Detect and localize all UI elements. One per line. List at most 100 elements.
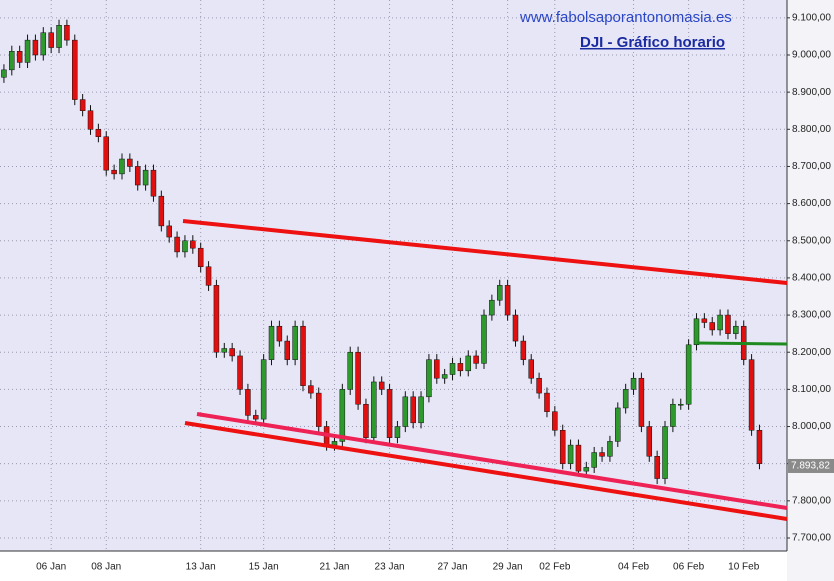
candle-body xyxy=(32,39,39,56)
candle-body xyxy=(103,136,109,171)
candle-body xyxy=(111,169,117,175)
y-tick-label: 9.000,00 xyxy=(792,50,831,61)
candle-body xyxy=(134,166,141,186)
candle-body xyxy=(16,51,23,63)
candle-body xyxy=(245,389,251,416)
candle-body xyxy=(418,396,424,424)
candle-body xyxy=(308,385,314,394)
candle-body xyxy=(638,377,645,427)
candle-body xyxy=(575,444,582,472)
candle-body xyxy=(536,377,542,394)
y-tick-label: 8.200,00 xyxy=(792,347,831,358)
candle-body xyxy=(457,363,464,372)
y-tick-label: 7.700,00 xyxy=(792,533,831,544)
candle-body xyxy=(441,374,448,379)
site-label: www.fabolsaporantonomasia.es xyxy=(519,9,732,26)
x-tick-label: 29 Jan xyxy=(493,562,523,573)
candle-body xyxy=(355,351,361,405)
candle-body xyxy=(48,32,54,48)
candle-body xyxy=(174,236,180,253)
x-tick-label: 06 Jan xyxy=(36,562,66,573)
candle-body xyxy=(142,169,149,186)
last-price-label: 7.893,82 xyxy=(791,461,830,472)
candle-body xyxy=(559,429,566,464)
candle-body xyxy=(473,355,479,364)
trendline xyxy=(182,219,788,285)
candle-body xyxy=(552,411,558,431)
candle-body xyxy=(292,325,298,360)
x-tick-label: 08 Jan xyxy=(91,562,121,573)
candle-body xyxy=(166,225,172,238)
candle-body xyxy=(221,348,228,353)
candle-body xyxy=(662,426,668,479)
candle-body xyxy=(386,389,393,438)
candle-body xyxy=(567,444,574,464)
candle-body xyxy=(371,381,377,438)
y-tick-label: 8.700,00 xyxy=(792,161,831,172)
trendline xyxy=(196,412,788,510)
candle-body xyxy=(300,325,306,386)
candle-body xyxy=(725,314,731,334)
candle-body xyxy=(260,359,267,420)
y-tick-label: 8.000,00 xyxy=(792,421,831,432)
candle-body xyxy=(496,285,503,301)
trendline xyxy=(184,421,788,521)
axis-panel xyxy=(787,0,834,581)
candle-body xyxy=(512,314,519,342)
x-tick-label: 15 Jan xyxy=(249,562,279,573)
chart-title: DJI - Gráfico horario xyxy=(580,34,725,51)
candle-body xyxy=(150,169,157,197)
candle-body xyxy=(394,426,401,438)
x-tick-label: 13 Jan xyxy=(186,562,216,573)
candle-body xyxy=(182,240,188,253)
candle-body xyxy=(607,441,613,457)
candle-body xyxy=(64,25,70,41)
candle-body xyxy=(56,25,62,48)
candle-body xyxy=(229,348,235,357)
x-tick-label: 27 Jan xyxy=(438,562,468,573)
y-tick-label: 8.800,00 xyxy=(792,124,831,135)
candle-body xyxy=(426,359,432,398)
candle-body xyxy=(670,403,676,427)
candle-body xyxy=(756,429,763,464)
candle-body xyxy=(378,381,385,390)
candle-body xyxy=(733,325,739,334)
candle-body xyxy=(87,110,94,130)
x-tick-label: 02 Feb xyxy=(539,562,571,573)
candle-body xyxy=(615,407,621,442)
candle-body xyxy=(197,247,204,268)
y-tick-label: 8.300,00 xyxy=(792,310,831,321)
candle-body xyxy=(481,314,487,364)
x-tick-label: 06 Feb xyxy=(673,562,705,573)
x-tick-label: 23 Jan xyxy=(375,562,405,573)
candle-body xyxy=(489,299,495,316)
candle-body xyxy=(709,322,715,331)
last-price-box xyxy=(788,458,834,473)
candle-body xyxy=(599,452,605,457)
candle-body xyxy=(701,318,708,323)
y-tick-label: 7.800,00 xyxy=(792,495,831,506)
candle-body xyxy=(528,359,534,379)
candle-body xyxy=(284,340,291,360)
y-tick-label: 8.100,00 xyxy=(792,384,831,395)
candle-body xyxy=(24,39,31,63)
candle-body xyxy=(591,452,597,468)
candle-body xyxy=(268,325,275,360)
plot-background xyxy=(0,0,787,551)
candle-body xyxy=(119,158,125,175)
candle-body xyxy=(622,389,629,409)
candle-body xyxy=(449,363,456,375)
y-tick-label: 8.600,00 xyxy=(792,198,831,209)
candle-body xyxy=(717,314,723,331)
candle-body xyxy=(630,377,637,390)
candle-body xyxy=(79,99,86,111)
y-tick-label: 8.500,00 xyxy=(792,235,831,246)
candle-body xyxy=(205,266,212,286)
candle-body xyxy=(95,129,102,137)
candle-body xyxy=(678,403,684,406)
candle-body xyxy=(434,359,440,379)
candle-body xyxy=(693,318,700,346)
candle-body xyxy=(213,285,220,353)
candle-body xyxy=(339,389,346,442)
